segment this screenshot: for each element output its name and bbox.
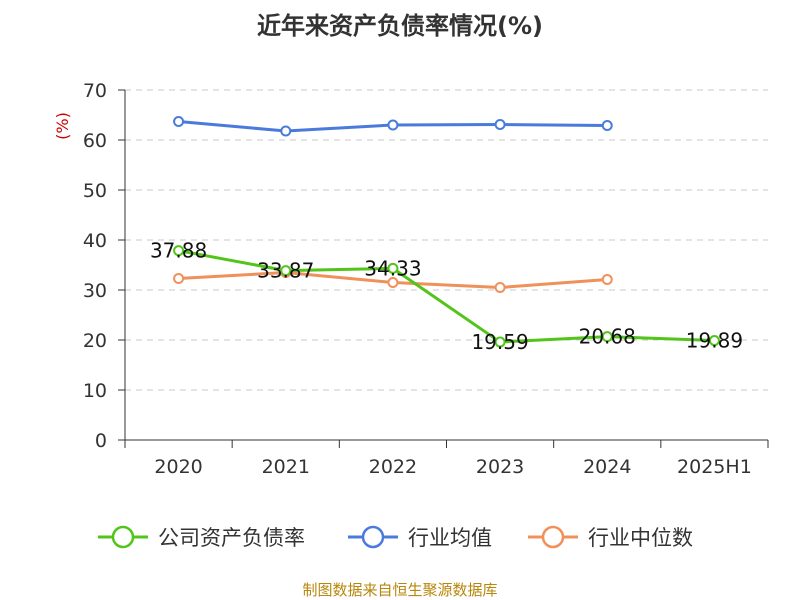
data-point — [708, 335, 720, 347]
data-label: 20.68 — [579, 325, 636, 349]
legend[interactable]: 公司资产负债率 行业均值 行业中位数 — [98, 525, 693, 550]
data-point — [601, 331, 613, 343]
series-line — [178, 249, 715, 344]
legend-item[interactable]: 行业中位数 — [528, 525, 693, 550]
y-tick-label: 0 — [95, 430, 107, 452]
data-label: 19.59 — [471, 330, 528, 354]
data-point — [494, 282, 506, 293]
data-point — [601, 274, 613, 285]
data-labels: 37.88 33.87 34.33 19.59 20.68 19.89 — [150, 239, 743, 354]
legend-swatch-marker — [361, 525, 385, 549]
y-tick-label: 60 — [83, 130, 107, 152]
data-point — [280, 265, 292, 277]
data-label: 33.87 — [257, 259, 314, 283]
x-tick-label: 2023 — [476, 456, 524, 478]
y-tick-label: 40 — [83, 230, 107, 252]
legend-swatch-marker — [541, 525, 565, 549]
data-point — [601, 120, 613, 131]
axes: 0 10 20 30 40 50 60 70 2020 2021 2022 2023 2024 2025H… — [83, 80, 769, 478]
grid-lines — [125, 89, 768, 391]
data-point — [387, 119, 399, 131]
y-tick-label: 70 — [83, 80, 107, 102]
series-layer — [173, 116, 720, 348]
x-tick-label: 2020 — [154, 456, 202, 478]
y-tick-label: 30 — [83, 280, 107, 302]
legend-label: 行业均值 — [408, 526, 492, 550]
y-tick-label: 10 — [83, 380, 107, 402]
data-label: 37.88 — [150, 239, 207, 263]
legend-item[interactable]: 行业均值 — [348, 525, 492, 550]
legend-label: 行业中位数 — [588, 526, 693, 550]
y-tick-label: 50 — [83, 180, 107, 202]
x-tick-label: 2025H1 — [677, 456, 752, 478]
data-point — [494, 336, 506, 348]
data-point — [387, 262, 399, 274]
data-point — [494, 119, 506, 130]
data-point — [173, 245, 185, 257]
x-tick-label: 2021 — [262, 456, 310, 478]
source-note: 制图数据来自恒生聚源数据库 — [302, 581, 497, 599]
data-label: 34.33 — [364, 256, 421, 280]
legend-label: 公司资产负债率 — [158, 526, 305, 550]
data-point — [280, 125, 292, 137]
y-axis-label: (%) — [53, 112, 72, 140]
data-point — [173, 116, 185, 127]
legend-swatch-marker — [111, 525, 135, 549]
data-point — [387, 277, 399, 288]
y-tick-label: 20 — [83, 330, 107, 352]
data-point — [173, 273, 185, 284]
legend-item[interactable]: 公司资产负债率 — [98, 525, 305, 550]
x-tick-label: 2022 — [369, 456, 417, 478]
data-label: 19.89 — [686, 329, 743, 353]
chart-title: 近年来资产负债率情况(%) — [257, 12, 543, 40]
x-tick-label: 2024 — [583, 456, 631, 478]
